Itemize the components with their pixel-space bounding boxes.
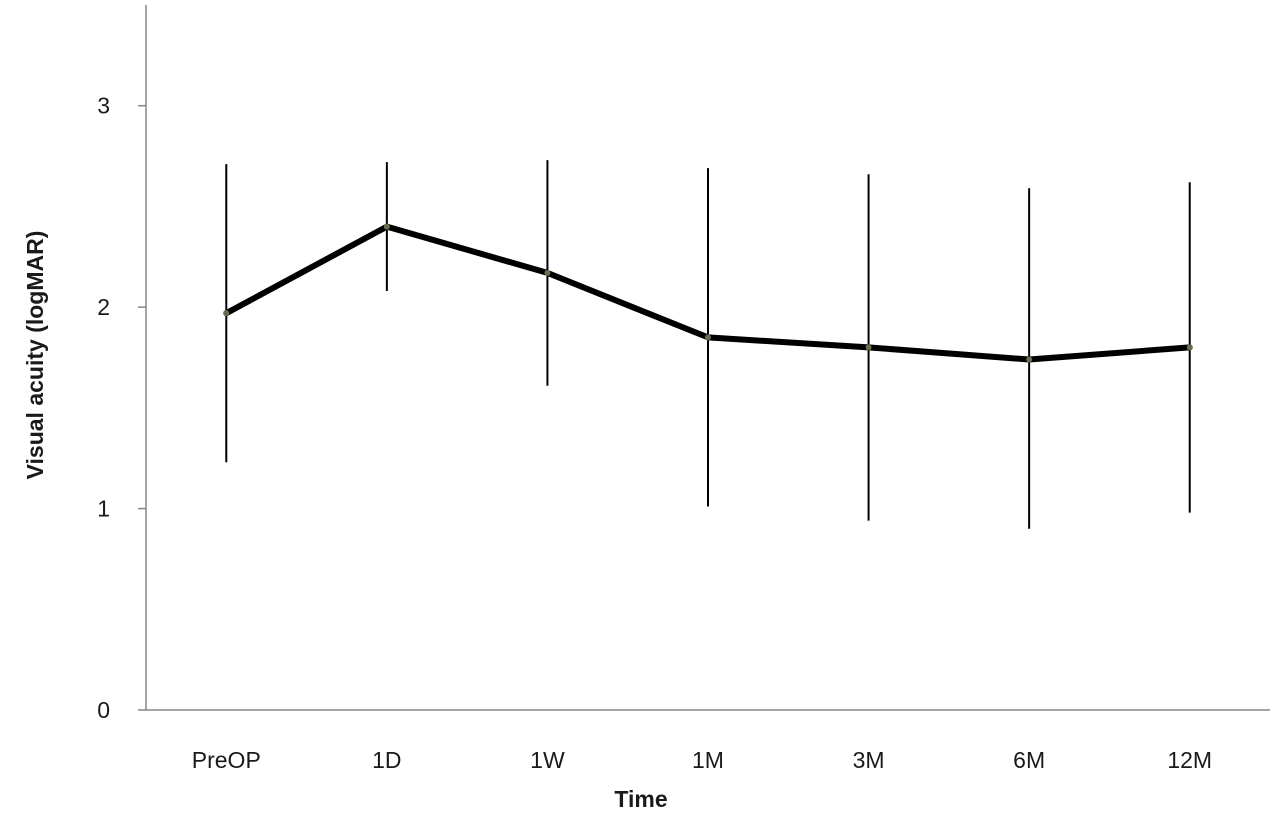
x-axis-title: Time <box>614 786 667 812</box>
x-tick-label: 1D <box>372 747 401 773</box>
data-point <box>223 310 230 317</box>
data-point <box>544 269 551 276</box>
data-point <box>705 334 711 341</box>
data-point <box>1186 344 1193 351</box>
y-tick-label: 3 <box>97 93 110 119</box>
y-tick-label: 2 <box>97 294 110 320</box>
x-tick-label: 6M <box>1013 747 1045 773</box>
y-tick-labels: 0 1 2 3 <box>97 93 110 723</box>
x-tick-label: 1W <box>530 747 565 773</box>
x-tick-label: 3M <box>853 747 885 773</box>
error-bars <box>225 160 1191 529</box>
x-tick-label: 12M <box>1167 747 1212 773</box>
axes <box>145 5 1270 711</box>
y-tick-label: 1 <box>97 496 110 522</box>
y-ticks <box>138 104 146 711</box>
y-tick-label: 0 <box>97 697 110 723</box>
data-point <box>865 344 872 351</box>
x-tick-label: PreOP <box>192 747 261 773</box>
data-point <box>1026 356 1033 363</box>
x-tick-labels: PreOP 1D 1W 1M 3M 6M 12M <box>192 747 1212 773</box>
series <box>223 223 1193 363</box>
x-tick-label: 1M <box>692 747 724 773</box>
y-axis-title: Visual acuity (logMAR) <box>22 231 48 480</box>
data-point <box>383 223 390 230</box>
